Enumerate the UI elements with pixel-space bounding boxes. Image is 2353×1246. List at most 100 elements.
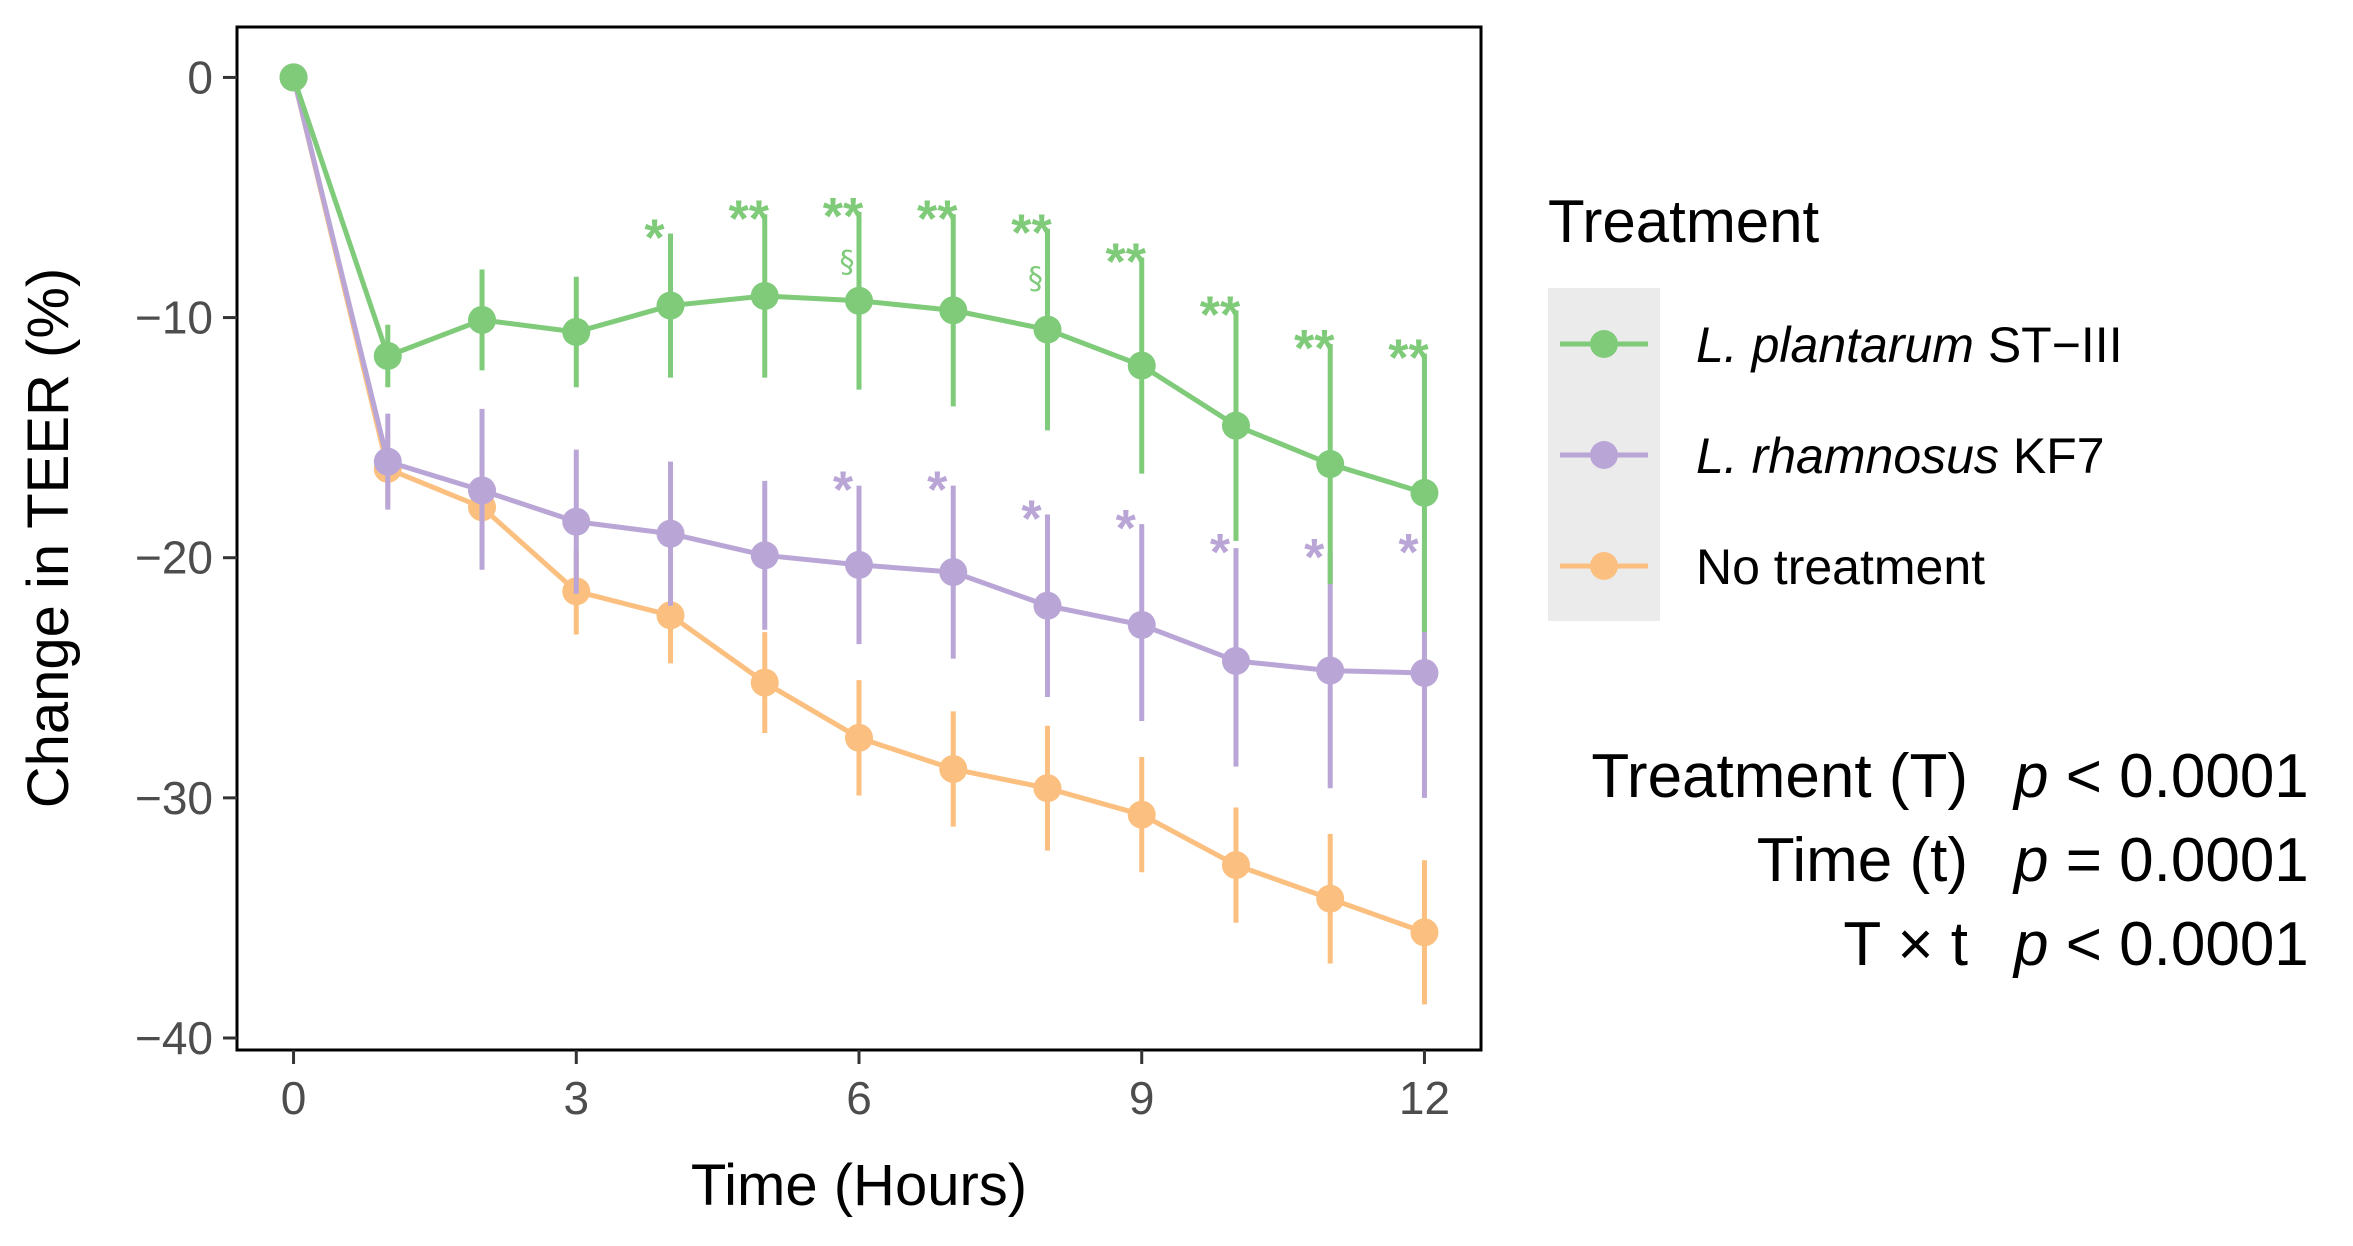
y-tick-label: −20 [135,532,213,584]
data-point [1221,411,1250,440]
x-tick-label: 9 [1129,1072,1155,1124]
data-point [1410,478,1439,507]
y-tick-label: −40 [135,1012,213,1064]
data-point [1316,884,1345,913]
stats-p-value: p < 0.0001 [2012,742,2309,811]
x-tick-label: 6 [846,1072,872,1124]
significance-marker: ** [1011,205,1052,263]
stats-row-1: Time (t) p = 0.0001 [1757,826,2309,895]
legend-label-strain: KF7 [1999,428,2105,484]
data-point [656,601,685,630]
significance-marker: * [1116,500,1137,558]
legend-label-species: L. rhamnosus [1696,428,1999,484]
data-point [845,723,873,752]
y-tick-label: 0 [187,51,213,103]
x-axis-title: Time (Hours) [691,1153,1027,1218]
data-point [562,507,591,536]
legend-key-point [1590,330,1618,358]
data-point [1127,610,1156,639]
stats-p-value: p < 0.0001 [2012,910,2309,979]
legend-label: No treatment [1696,539,1985,595]
legend-item-0: L. plantarum ST−III [1560,317,2123,373]
significance-marker: ** [1105,234,1146,292]
legend-item-2: No treatment [1560,539,1985,595]
data-point [562,317,591,346]
stats-p-value: p = 0.0001 [2012,826,2309,895]
legend-title: Treatment [1548,188,1820,255]
data-point [1033,315,1062,344]
significance-marker: ** [1388,330,1429,388]
legend-item-1: L. rhamnosus KF7 [1560,428,2105,484]
data-point [279,63,308,92]
series-layer [279,63,1439,1005]
stats-block: Treatment (T) p < 0.0001 Time (t) p = 0.000… [1591,742,2308,979]
p-symbol: p [2012,826,2048,895]
data-point [656,291,685,320]
stats-label: Treatment (T) [1591,742,1968,811]
significance-marker: * [833,462,854,520]
y-axis: 0 −10 −20 −30 −40 [135,51,237,1064]
stats-row-2: T × t p < 0.0001 [1843,910,2308,979]
legend-label-species: L. plantarum [1696,317,1974,373]
data-point [1221,851,1250,880]
data-point [750,668,779,697]
significance-marker: * [1021,490,1042,548]
legend: Treatment L. plantarum ST−III L. rhamnosu… [1548,188,2123,621]
legend-key-point [1590,441,1618,469]
data-point [1033,774,1062,803]
data-point [656,519,685,548]
p-text: < 0.0001 [2048,910,2308,979]
significance-marker: * [1304,529,1325,587]
data-point [1127,351,1156,380]
data-point [468,305,497,334]
significance-annotations: * ** **§** **§ ****** *** * * * * * * [644,188,1429,587]
data-point [468,476,497,505]
data-point [939,755,968,784]
data-point [750,281,779,310]
stats-label: T × t [1843,910,1968,979]
legend-label-strain: ST−III [1974,317,2123,373]
legend-label-strain: No treatment [1696,539,1985,595]
y-tick-label: −30 [135,772,213,824]
x-tick-label: 12 [1399,1072,1450,1124]
data-point [1410,658,1439,687]
stats-row-0: Treatment (T) p < 0.0001 [1591,742,2308,811]
data-point [373,447,402,476]
significance-marker: ** [1200,286,1241,344]
data-point [939,558,968,587]
significance-marker: * [1398,524,1419,582]
data-point [845,286,873,315]
p-text: = 0.0001 [2048,826,2308,895]
p-text: < 0.0001 [2048,742,2308,811]
data-point [750,541,779,570]
significance-marker: * [1210,524,1231,582]
legend-label: L. plantarum ST−III [1696,317,2123,373]
y-axis-title: Change in TEER (%) [16,268,81,809]
data-point [939,296,968,325]
section-marker: § [840,245,855,280]
data-point [1033,591,1062,620]
stats-label: Time (t) [1757,826,1968,895]
data-point [1127,800,1156,829]
significance-marker: * [927,462,948,520]
series-1 [279,63,1439,798]
data-point [1316,450,1345,479]
legend-key-point [1590,552,1618,580]
significance-marker: * [644,210,665,268]
x-tick-label: 3 [563,1072,589,1124]
data-point [373,341,402,370]
data-point [1410,918,1439,947]
x-tick-label: 0 [281,1072,307,1124]
series-0 [279,63,1439,633]
legend-label: L. rhamnosus KF7 [1696,428,2105,484]
section-marker: § [1028,262,1043,297]
data-point [1221,646,1250,675]
data-point [1316,656,1345,685]
x-axis: 0 3 6 9 12 [281,1050,1450,1124]
significance-marker: ** [1294,320,1335,378]
data-point [845,550,873,579]
p-symbol: p [2012,742,2048,811]
